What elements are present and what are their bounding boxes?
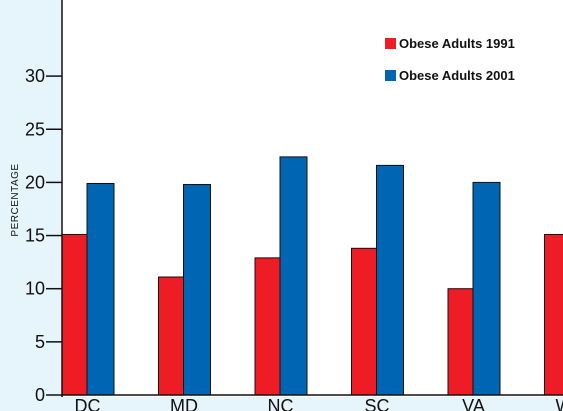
y-tick-label-0: 0 [35,385,45,405]
x-tick-label-md: MD [170,396,198,411]
y-ticks-group: 0 5 10 15 20 25 30 [25,66,62,405]
y-tick-label-25: 25 [25,119,45,139]
legend: Obese Adults 1991 Obese Adults 2001 [385,36,515,83]
y-tick-label-5: 5 [35,332,45,352]
x-tick-label-va: VA [462,396,485,411]
x-tick-label-wv: WV [556,396,563,411]
bar-sc-1991 [351,247,379,396]
bar-nc-1991 [254,257,283,396]
x-tick-label-nc: NC [268,396,294,411]
legend-label-1991: Obese Adults 1991 [399,36,515,51]
legend-label-2001: Obese Adults 2001 [399,68,515,83]
y-tick-label-10: 10 [25,279,45,299]
bar-va-2001 [472,181,501,396]
bar-nc-2001 [279,156,308,396]
y-tick-label-20: 20 [25,172,45,192]
x-tick-label-dc: DC [75,396,101,411]
bar-va-1991 [447,288,476,396]
y-axis-label: PERCENTAGE [10,163,21,236]
bar-wv-1991 [544,233,563,396]
legend-swatch-2001 [385,70,396,81]
bar-sc-2001 [376,164,404,396]
bar-dc-1991 [61,233,90,396]
bar-dc-2001 [86,182,115,396]
bar-md-1991 [158,276,186,396]
x-tick-labels-group: DC MD NC SC VA WV [75,396,563,411]
bar-md-2001 [183,184,211,396]
x-tick-label-sc: SC [364,396,389,411]
bars-group [61,156,563,396]
y-tick-label-15: 15 [25,226,45,246]
y-tick-label-30: 30 [25,66,45,86]
legend-swatch-1991 [385,38,396,49]
